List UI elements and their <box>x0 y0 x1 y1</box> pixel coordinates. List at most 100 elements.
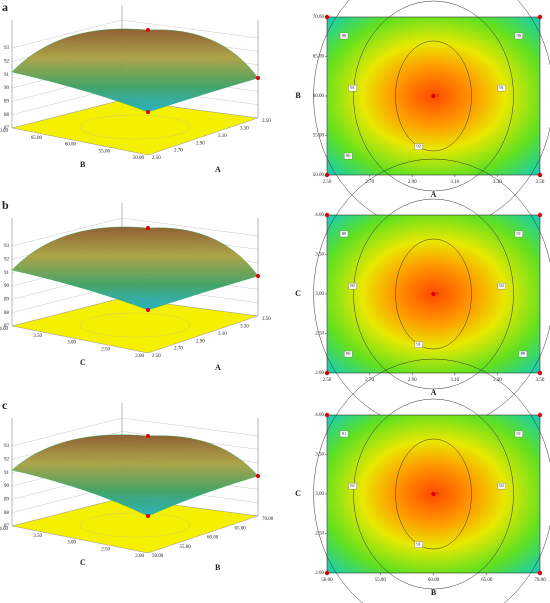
design-point <box>537 212 543 218</box>
design-point <box>431 491 436 497</box>
level-label: 90 <box>346 351 351 356</box>
x-tick-label: 2.70 <box>365 180 374 185</box>
y-tick-label: 60.00 <box>65 143 77 148</box>
level-box <box>514 230 523 238</box>
design-point <box>256 274 260 278</box>
z-tick-label: 93 <box>4 444 10 449</box>
x-axis-label: A <box>215 165 221 174</box>
x-tick-label: 2.70 <box>365 378 374 383</box>
surface <box>11 434 259 517</box>
level-box <box>414 143 423 150</box>
x-tick-label: 3.30 <box>493 180 502 185</box>
level-label: 90 <box>516 33 521 38</box>
z-tick-label: 87 <box>4 126 10 131</box>
x-tick-label: 3.30 <box>240 127 249 132</box>
level-box <box>348 84 357 92</box>
floor <box>11 297 259 354</box>
level-label: 91 <box>342 431 347 436</box>
x-axis-label: A <box>431 388 437 397</box>
center-label: 5 <box>437 93 440 98</box>
x-tick-label: 3.50 <box>536 180 545 185</box>
z-tick-label: 88 <box>4 113 10 118</box>
design-point <box>537 14 543 20</box>
z-tick-label: 92 <box>4 457 10 462</box>
level-box <box>497 482 506 490</box>
y-tick-label: 4.00 <box>315 413 324 418</box>
y-tick-label: 3.50 <box>33 534 42 539</box>
level-label: 91 <box>516 431 521 436</box>
y-tick-label: 2.50 <box>101 347 110 352</box>
y-tick-label: 2.50 <box>315 532 324 537</box>
grid-line <box>121 217 259 237</box>
y-tick-label: 3.00 <box>315 492 324 497</box>
x-tick-label: 3.30 <box>493 378 502 383</box>
contour-line <box>395 238 472 350</box>
z-tick-label: 87 <box>4 524 10 529</box>
contour-line <box>353 198 514 390</box>
level-box <box>414 341 423 348</box>
y-tick-label: 65.00 <box>313 55 325 60</box>
level-label: 91 <box>416 542 421 547</box>
level-box <box>497 84 506 92</box>
design-point <box>256 474 260 478</box>
y-tick-label: 3.50 <box>315 253 324 258</box>
y-tick-label: 65.00 <box>31 136 43 141</box>
level-label: 91 <box>350 85 355 90</box>
x-tick-label: 3.10 <box>218 134 227 139</box>
y-tick-label: 2.50 <box>101 547 110 552</box>
x-tick-label: 2.90 <box>408 378 417 383</box>
floor <box>11 99 259 156</box>
y-axis-label: C <box>295 489 301 498</box>
design-point <box>256 76 260 80</box>
x-tick-label: 60.00 <box>207 536 219 541</box>
x-tick-label: 50.00 <box>321 578 333 583</box>
level-box <box>348 282 357 290</box>
y-tick-label: 4.00 <box>315 213 324 218</box>
level-label: 90 <box>346 153 351 158</box>
surface <box>11 28 259 113</box>
panel-label: b <box>2 198 9 212</box>
y-tick-label: 2.00 <box>135 354 144 359</box>
grid-line <box>11 417 123 447</box>
z-tick-label: 91 <box>4 73 10 78</box>
x-tick-label: 2.50 <box>323 180 332 185</box>
level-box <box>514 430 523 438</box>
z-tick-label: 90 <box>4 86 10 91</box>
contour-line <box>313 358 550 603</box>
design-point <box>146 110 150 114</box>
design-point <box>146 308 150 312</box>
level-box <box>344 350 353 358</box>
x-axis-label: A <box>215 363 221 372</box>
grid-line <box>121 417 259 437</box>
y-tick-label: 4.00 <box>0 527 9 532</box>
y-tick-label: 3.00 <box>315 292 324 297</box>
level-label: 89 <box>342 231 347 236</box>
y-tick-label: 2.00 <box>315 571 324 576</box>
grid-line <box>11 19 123 49</box>
x-tick-label: 3.10 <box>218 332 227 337</box>
x-tick-label: 60.00 <box>428 578 440 583</box>
y-tick-label: 55.00 <box>313 134 325 139</box>
x-tick-label: 55.00 <box>375 578 387 583</box>
z-tick-label: 92 <box>4 59 10 64</box>
y-tick-label: 3.00 <box>67 341 76 346</box>
level-box <box>339 430 349 438</box>
level-label: 92 <box>499 283 504 288</box>
contour-line <box>395 40 472 152</box>
design-point <box>537 412 543 418</box>
x-tick-label: 65.00 <box>481 578 493 583</box>
z-tick-label: 88 <box>4 311 10 316</box>
level-label: 92 <box>499 483 504 488</box>
grid-line <box>121 19 259 39</box>
design-point <box>146 28 150 32</box>
surface <box>11 226 259 311</box>
x-tick-label: 2.90 <box>196 339 205 344</box>
level-box <box>339 230 349 238</box>
panel-label: a <box>2 0 8 14</box>
z-tick-label: 90 <box>4 484 10 489</box>
x-tick-label: 3.50 <box>262 317 271 322</box>
level-label: 90 <box>350 283 355 288</box>
x-tick-label: 2.90 <box>196 141 205 146</box>
x-tick-label: 3.30 <box>240 325 249 330</box>
